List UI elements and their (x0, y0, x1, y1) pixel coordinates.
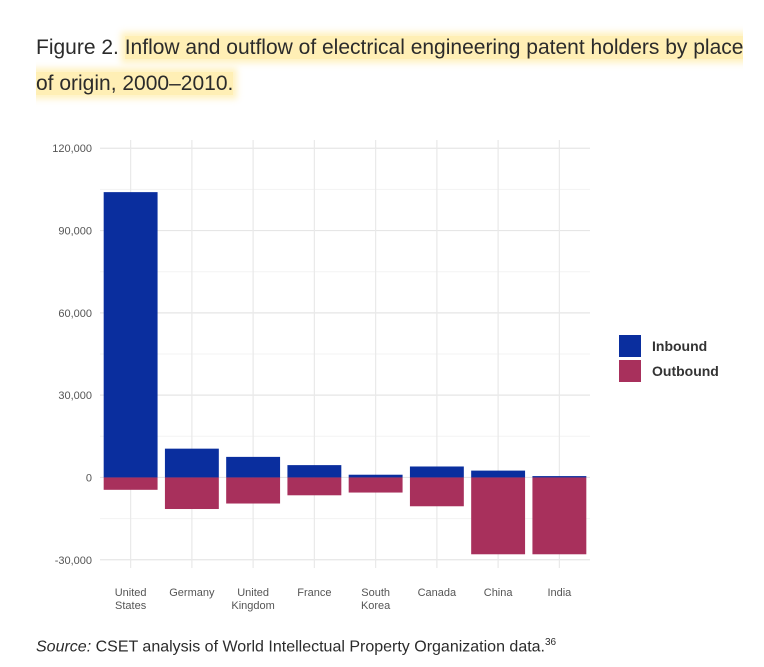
bar-outbound (287, 477, 342, 496)
y-tick-label: -30,000 (55, 555, 92, 567)
legend-label-inbound: Inbound (652, 338, 707, 354)
figure-caption: Figure 2. Inflow and outflow of electric… (36, 30, 756, 102)
bar-outbound (471, 477, 526, 555)
y-tick-label: 120,000 (52, 143, 92, 155)
x-tick-label: United Kingdom (231, 587, 274, 612)
x-tick-label: Germany (169, 587, 215, 599)
x-tick-label: South Korea (361, 587, 391, 612)
bar-inbound (409, 466, 464, 478)
bar-inbound (532, 476, 587, 478)
bar-outbound (348, 477, 403, 493)
legend-swatch-inbound (619, 335, 641, 357)
bar-outbound (226, 477, 281, 504)
bar-inbound (471, 470, 526, 478)
source-text: CSET analysis of World Intellectual Prop… (95, 638, 545, 656)
bar-inbound (287, 465, 342, 478)
bar-inbound (226, 456, 281, 478)
source-note: Source: CSET analysis of World Intellect… (36, 637, 556, 656)
x-tick-label: Canada (418, 587, 457, 599)
bar-outbound (103, 477, 158, 490)
legend-label-outbound: Outbound (652, 363, 719, 379)
bar-inbound (103, 192, 158, 478)
bar-outbound (409, 477, 464, 507)
source-label: Source: (36, 638, 92, 656)
bar-inbound (348, 474, 403, 478)
figure-label: Figure 2. (36, 36, 119, 59)
y-tick-label: 0 (86, 472, 92, 484)
bars (103, 192, 587, 555)
y-tick-label: 60,000 (58, 308, 92, 320)
x-tick-label: China (484, 587, 514, 599)
legend-swatch-outbound (619, 360, 641, 382)
bar-outbound (164, 477, 219, 510)
x-tick-label: India (547, 587, 572, 599)
x-tick-label: France (297, 587, 331, 599)
y-axis: -30,000 0 30,000 60,000 90,000 120,000 (52, 143, 92, 567)
bar-outbound (532, 477, 587, 555)
legend: Inbound Outbound (619, 335, 719, 382)
x-tick-label: United States (115, 587, 147, 612)
y-tick-label: 30,000 (58, 390, 92, 402)
y-tick-label: 90,000 (58, 226, 92, 238)
footnote-marker: 36 (545, 637, 557, 648)
bar-inbound (164, 448, 219, 478)
x-axis: United States Germany United Kingdom France So… (115, 587, 572, 612)
